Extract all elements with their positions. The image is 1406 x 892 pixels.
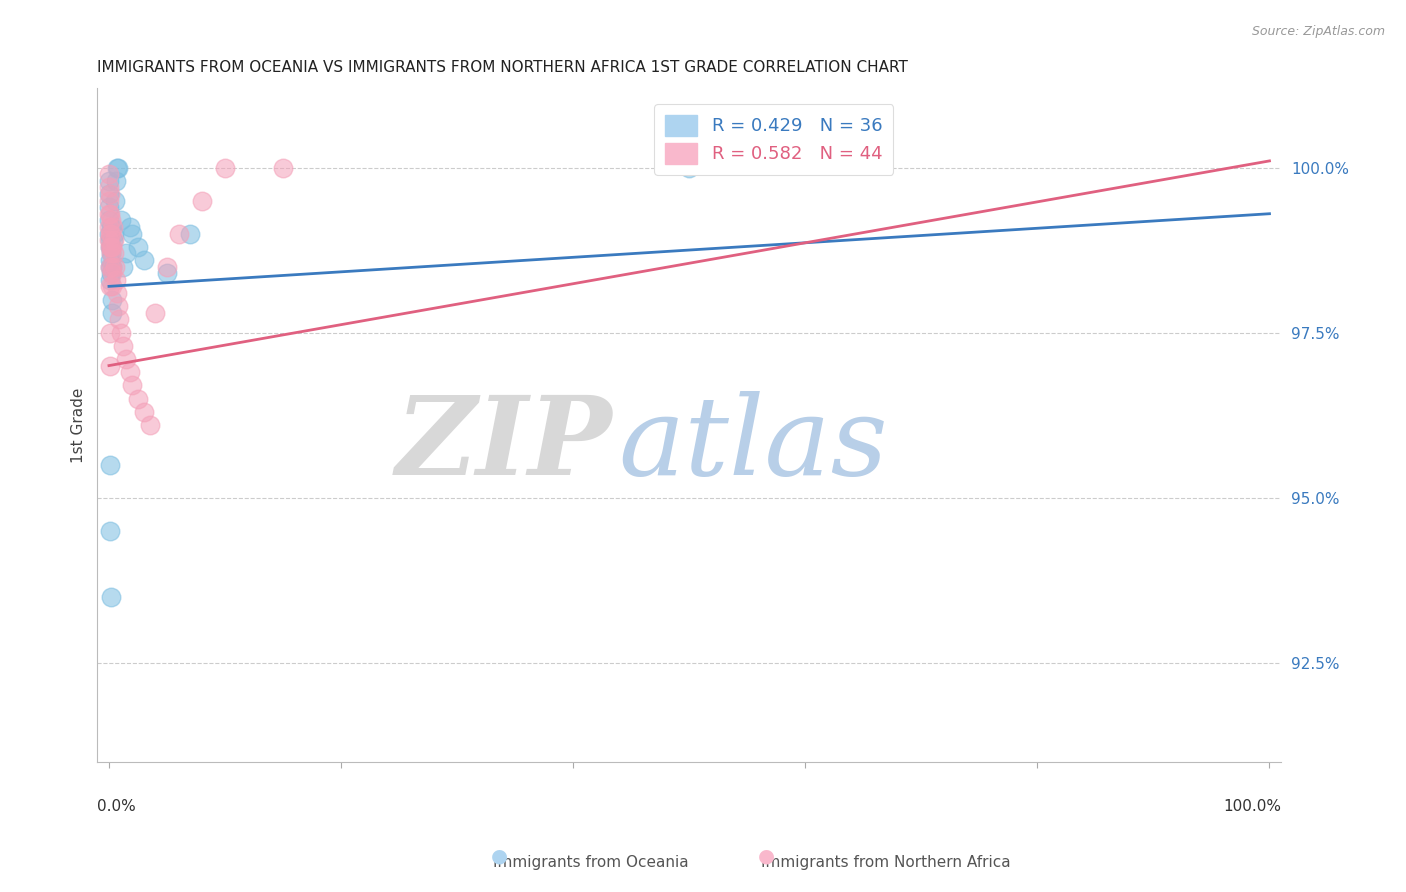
Point <box>98 273 121 287</box>
Point <box>98 458 121 472</box>
Point <box>100 266 122 280</box>
Point <box>145 306 167 320</box>
Text: ●: ● <box>758 847 775 865</box>
Point <box>101 240 124 254</box>
Point <box>97 186 120 201</box>
Point <box>115 246 138 260</box>
Point <box>111 260 134 274</box>
Text: atlas: atlas <box>619 392 887 499</box>
Point <box>118 219 141 234</box>
Text: IMMIGRANTS FROM OCEANIA VS IMMIGRANTS FROM NORTHERN AFRICA 1ST GRADE CORRELATION: IMMIGRANTS FROM OCEANIA VS IMMIGRANTS FR… <box>97 60 908 75</box>
Point <box>97 180 120 194</box>
Point <box>97 194 120 208</box>
Point <box>107 161 129 175</box>
Point <box>98 227 121 241</box>
Point <box>100 240 122 254</box>
Point <box>103 227 125 241</box>
Point <box>101 266 124 280</box>
Point <box>118 365 141 379</box>
Point <box>101 306 124 320</box>
Point <box>101 233 124 247</box>
Point <box>98 186 121 201</box>
Point <box>103 246 125 260</box>
Point <box>104 260 127 274</box>
Point <box>97 174 120 188</box>
Text: Source: ZipAtlas.com: Source: ZipAtlas.com <box>1251 25 1385 38</box>
Point <box>98 240 121 254</box>
Point <box>98 240 121 254</box>
Point <box>98 326 121 340</box>
Point <box>191 194 214 208</box>
Point <box>156 266 179 280</box>
Point <box>98 207 121 221</box>
Point <box>179 227 201 241</box>
Point <box>103 233 125 247</box>
Point <box>98 359 121 373</box>
Point <box>101 293 124 307</box>
Point <box>97 167 120 181</box>
Point <box>127 240 149 254</box>
Point <box>97 213 120 227</box>
Point <box>271 161 294 175</box>
Point <box>110 213 132 227</box>
Point <box>97 219 120 234</box>
Point <box>100 227 122 241</box>
Point <box>115 351 138 366</box>
Point <box>104 273 127 287</box>
Point <box>100 219 122 234</box>
Point <box>121 378 143 392</box>
Point <box>97 227 120 241</box>
Text: Immigrants from Oceania: Immigrants from Oceania <box>492 855 689 870</box>
Legend: R = 0.429   N = 36, R = 0.582   N = 44: R = 0.429 N = 36, R = 0.582 N = 44 <box>654 104 893 175</box>
Point <box>104 194 127 208</box>
Point <box>104 174 127 188</box>
Point <box>101 219 124 234</box>
Text: 100.0%: 100.0% <box>1223 799 1281 814</box>
Point <box>98 279 121 293</box>
Point <box>98 260 121 274</box>
Text: 0.0%: 0.0% <box>97 799 136 814</box>
Point <box>101 260 124 274</box>
Point <box>156 260 179 274</box>
Point <box>97 233 120 247</box>
Point <box>98 260 121 274</box>
Text: ZIP: ZIP <box>395 392 612 499</box>
Point <box>101 279 124 293</box>
Point <box>132 252 155 267</box>
Text: ●: ● <box>491 847 508 865</box>
Point <box>110 326 132 340</box>
Point <box>98 252 121 267</box>
Point <box>100 246 122 260</box>
Point <box>107 299 129 313</box>
Point <box>214 161 236 175</box>
Point <box>138 417 160 432</box>
Point <box>111 339 134 353</box>
Point <box>100 246 122 260</box>
Y-axis label: 1st Grade: 1st Grade <box>72 387 86 463</box>
Point <box>97 200 120 214</box>
Point <box>100 213 122 227</box>
Point <box>108 312 131 326</box>
Point <box>100 240 122 254</box>
Text: Immigrants from Northern Africa: Immigrants from Northern Africa <box>761 855 1011 870</box>
Point <box>167 227 190 241</box>
Point <box>100 590 122 604</box>
Point <box>98 524 121 538</box>
Point <box>98 233 121 247</box>
Point <box>105 285 128 300</box>
Point <box>127 392 149 406</box>
Point <box>132 405 155 419</box>
Point <box>101 260 124 274</box>
Point <box>678 161 700 175</box>
Point <box>97 207 120 221</box>
Point <box>105 161 128 175</box>
Point <box>121 227 143 241</box>
